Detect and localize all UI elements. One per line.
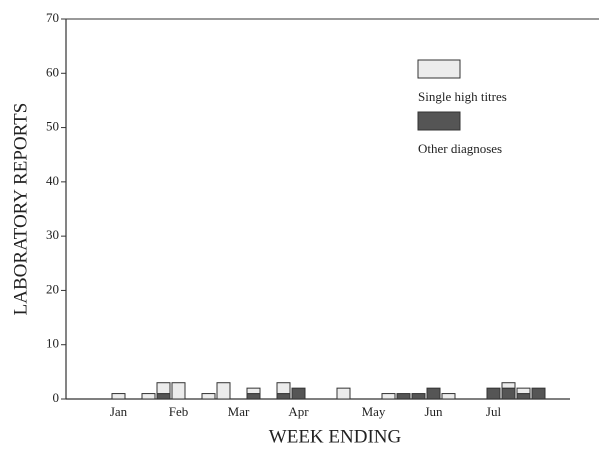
y-tick-label: 40 bbox=[46, 173, 59, 188]
bar-segment bbox=[276, 393, 291, 400]
y-tick-label: 20 bbox=[46, 281, 59, 296]
x-tick-label: Feb bbox=[169, 404, 189, 419]
x-tick-label: Jan bbox=[110, 404, 128, 419]
bar-segment bbox=[501, 382, 516, 389]
bar-segment bbox=[441, 393, 456, 400]
bar-segment bbox=[156, 382, 171, 395]
y-tick-label: 0 bbox=[53, 390, 60, 405]
x-tick-label: Jul bbox=[486, 404, 502, 419]
bar-segment bbox=[141, 393, 156, 400]
legend-label: Single high titres bbox=[418, 89, 507, 104]
x-tick-label: Apr bbox=[288, 404, 309, 419]
bar-segment bbox=[381, 393, 396, 400]
x-axis-label: WEEK ENDING bbox=[269, 426, 402, 447]
bar-segment bbox=[336, 387, 351, 400]
bar-segment bbox=[486, 387, 501, 400]
bar-segment bbox=[246, 393, 261, 400]
bar-segment bbox=[216, 382, 231, 400]
bar-segment bbox=[291, 387, 306, 400]
bar-segment bbox=[246, 387, 261, 395]
y-tick-label: 30 bbox=[46, 227, 59, 242]
bar-segment bbox=[501, 387, 516, 400]
bar-segment bbox=[276, 382, 291, 395]
y-tick-label: 50 bbox=[46, 119, 59, 134]
bar-segment bbox=[516, 387, 531, 395]
y-tick-label: 60 bbox=[46, 64, 59, 79]
bar-segment bbox=[531, 387, 546, 400]
bar-segment bbox=[516, 393, 531, 400]
bar-segment bbox=[111, 393, 126, 400]
bar-segment bbox=[426, 387, 441, 400]
bar-segment bbox=[171, 382, 186, 400]
y-axis-label: LABORATORY REPORTS bbox=[10, 103, 31, 316]
y-tick-label: 70 bbox=[46, 10, 59, 25]
bar-segment bbox=[411, 393, 426, 400]
legend-label: Other diagnoses bbox=[418, 141, 502, 156]
bar-segment bbox=[156, 393, 171, 400]
x-tick-label: Mar bbox=[228, 404, 250, 419]
x-tick-label: May bbox=[362, 404, 386, 419]
bar-segment bbox=[201, 393, 216, 400]
legend-swatch bbox=[417, 59, 461, 79]
x-tick-label: Jun bbox=[424, 404, 443, 419]
legend-swatch bbox=[417, 111, 461, 131]
y-tick-label: 10 bbox=[46, 336, 59, 351]
bar-segment bbox=[396, 393, 411, 400]
